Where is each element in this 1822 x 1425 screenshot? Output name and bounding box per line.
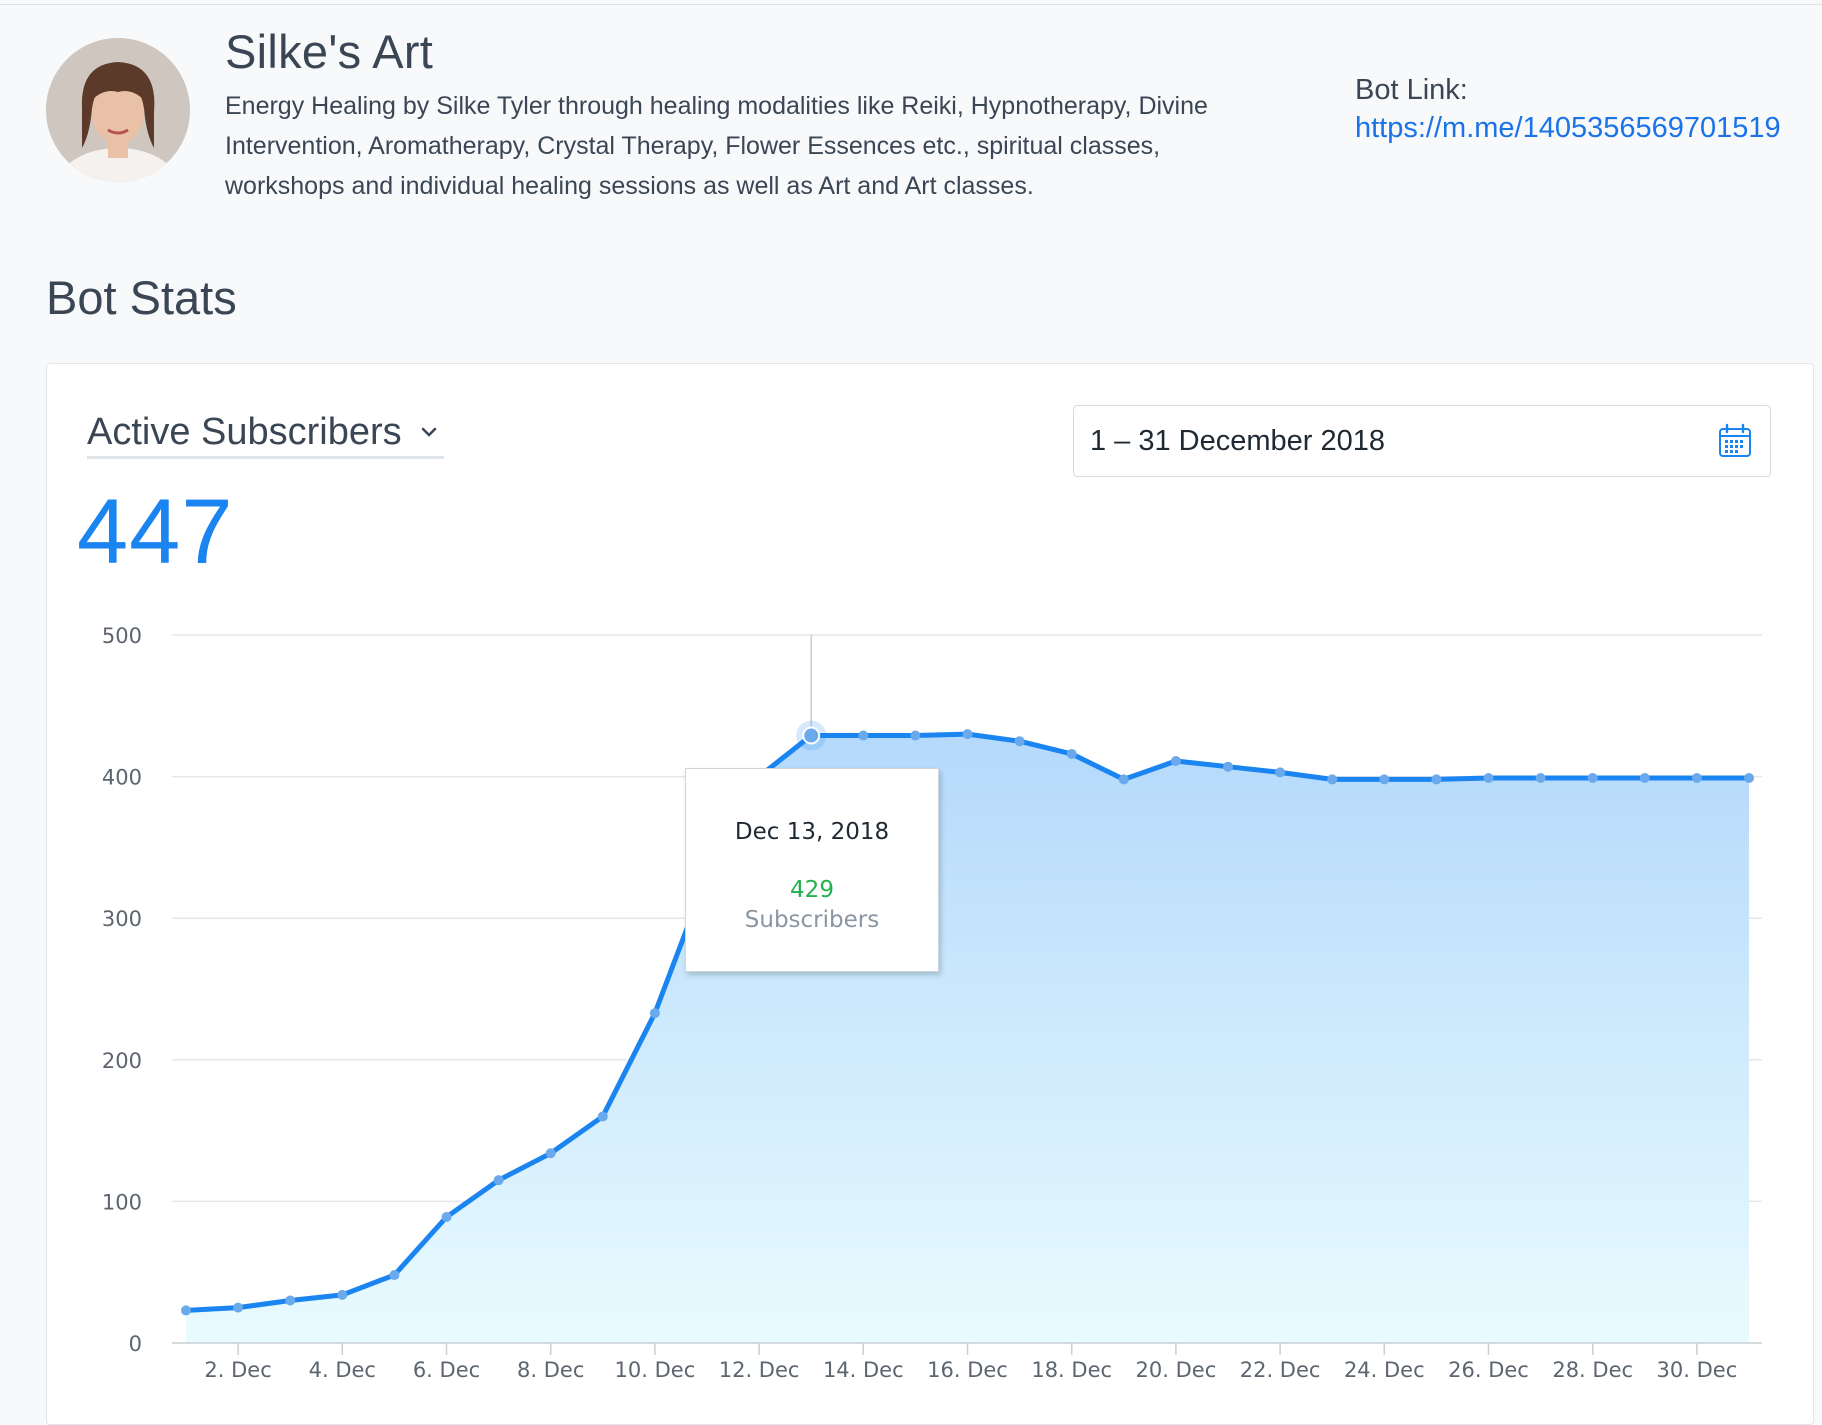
data-point[interactable] xyxy=(1639,773,1650,784)
data-point[interactable] xyxy=(597,1111,608,1122)
x-tick-label: 22. Dec xyxy=(1240,1358,1321,1382)
data-point[interactable] xyxy=(649,1008,660,1019)
bot-link[interactable]: https://m.me/1405356569701519 xyxy=(1355,112,1781,144)
tooltip-value: 429 xyxy=(790,877,834,903)
bot-link-label: Bot Link: xyxy=(1355,74,1468,106)
y-tick-label: 200 xyxy=(102,1049,142,1073)
data-point[interactable] xyxy=(1587,773,1598,784)
data-point[interactable] xyxy=(441,1211,452,1222)
x-tick-label: 20. Dec xyxy=(1136,1358,1217,1382)
x-tick-label: 10. Dec xyxy=(615,1358,696,1382)
data-point[interactable] xyxy=(337,1289,348,1300)
data-point[interactable] xyxy=(1327,774,1338,785)
data-point-highlight[interactable] xyxy=(802,726,821,745)
data-point[interactable] xyxy=(389,1270,400,1281)
calendar-icon[interactable] xyxy=(1716,422,1754,460)
data-point[interactable] xyxy=(1275,767,1286,778)
x-tick-label: 30. Dec xyxy=(1657,1358,1738,1382)
y-tick-label: 0 xyxy=(129,1332,142,1356)
date-range-picker[interactable]: 1 – 31 December 2018 xyxy=(1073,405,1771,477)
tooltip-label: Subscribers xyxy=(744,907,880,933)
top-divider xyxy=(0,4,1822,5)
x-tick-label: 28. Dec xyxy=(1552,1358,1633,1382)
date-range-text: 1 – 31 December 2018 xyxy=(1090,424,1386,457)
x-tick-label: 8. Dec xyxy=(517,1358,584,1382)
section-title: Bot Stats xyxy=(46,271,237,324)
data-point[interactable] xyxy=(181,1305,191,1316)
data-point[interactable] xyxy=(962,729,973,740)
data-point[interactable] xyxy=(1379,774,1390,785)
bot-name: Silke's Art xyxy=(225,25,434,78)
tooltip-date: Dec 13, 2018 xyxy=(734,819,890,845)
x-tick-label: 26. Dec xyxy=(1448,1358,1529,1382)
data-point[interactable] xyxy=(493,1175,504,1186)
x-tick-label: 2. Dec xyxy=(204,1358,271,1382)
x-tick-label: 24. Dec xyxy=(1344,1358,1425,1382)
y-tick-label: 100 xyxy=(102,1190,142,1214)
metric-dropdown-label: Active Subscribers xyxy=(87,410,402,453)
y-tick-label: 300 xyxy=(102,907,142,931)
x-tick-label: 18. Dec xyxy=(1031,1358,1112,1382)
x-tick-label: 14. Dec xyxy=(823,1358,904,1382)
data-point[interactable] xyxy=(1223,761,1233,772)
data-point[interactable] xyxy=(1170,756,1181,767)
data-point[interactable] xyxy=(1066,748,1077,759)
y-tick-label: 500 xyxy=(102,624,142,648)
current-value: 447 xyxy=(77,481,234,583)
x-tick-label: 12. Dec xyxy=(719,1358,800,1382)
data-point[interactable] xyxy=(1118,774,1129,785)
x-tick-label: 4. Dec xyxy=(309,1358,376,1382)
bot-avatar xyxy=(46,38,190,182)
y-tick-label: 400 xyxy=(102,766,142,790)
metric-dropdown[interactable]: Active Subscribers xyxy=(87,408,444,459)
data-point[interactable] xyxy=(285,1295,296,1306)
data-point[interactable] xyxy=(1691,773,1702,784)
bot-description: Energy Healing by Silke Tyler through he… xyxy=(225,92,1208,200)
chart-tooltip: Dec 13, 2018 429 Subscribers xyxy=(685,768,939,972)
x-tick-label: 16. Dec xyxy=(927,1358,1008,1382)
data-point[interactable] xyxy=(233,1302,244,1313)
data-point[interactable] xyxy=(1014,736,1025,747)
data-point[interactable] xyxy=(1483,773,1494,784)
data-point[interactable] xyxy=(545,1148,556,1159)
data-point[interactable] xyxy=(1431,774,1442,785)
data-point[interactable] xyxy=(1744,773,1754,784)
data-point[interactable] xyxy=(858,730,869,741)
area-fill xyxy=(186,734,1749,1343)
data-point[interactable] xyxy=(1535,773,1546,784)
chevron-down-icon xyxy=(421,427,436,437)
data-point[interactable] xyxy=(910,730,921,741)
x-tick-label: 6. Dec xyxy=(413,1358,480,1382)
